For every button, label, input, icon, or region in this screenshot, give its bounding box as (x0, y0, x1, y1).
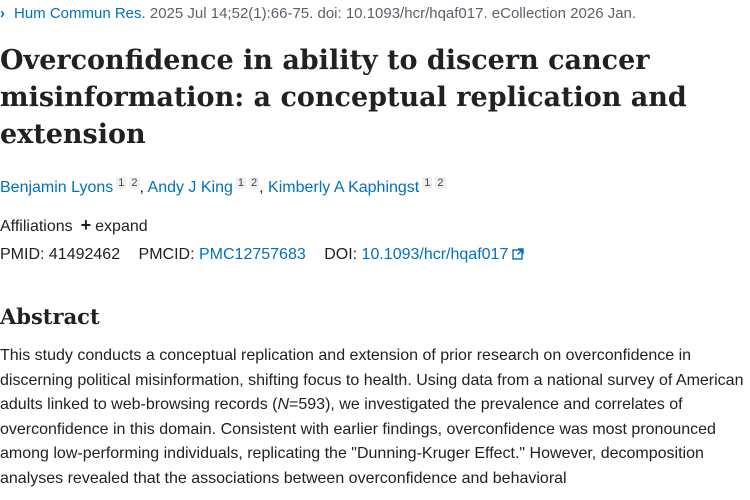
abstract-part-1: This study conducts a conceptual replica… (0, 347, 744, 414)
affiliations-row: Affiliations + expand (0, 216, 148, 238)
author-link-lyons[interactable]: Benjamin Lyons (0, 179, 114, 196)
affiliation-ref[interactable]: 2 (249, 177, 260, 189)
affiliations-label: Affiliations (0, 218, 73, 235)
pmid-label: PMID: (0, 246, 45, 263)
doi-link[interactable]: 10.1093/hcr/hqaf017 (362, 246, 525, 263)
citation-details: 2025 Jul 14;52(1):66-75. doi: 10.1093/hc… (145, 5, 637, 22)
author-separator: , (259, 179, 269, 196)
article-title: Overconfidence in ability to discern can… (0, 45, 687, 150)
abstract-n-symbol: N (277, 396, 290, 414)
external-link-icon (512, 248, 525, 260)
plus-icon: + (80, 215, 92, 235)
abstract-part-2: =593), we investigated the prevalence an… (0, 396, 716, 487)
journal-link[interactable]: Hum Commun Res. (14, 5, 146, 22)
pmid-value: 41492462 (48, 246, 121, 263)
expand-label: expand (95, 218, 148, 235)
doi-label: DOI: (324, 246, 358, 263)
chevron-right-icon[interactable]: › (0, 5, 5, 22)
affiliations-expand-button[interactable]: + expand (80, 215, 148, 235)
author-link-kaphingst[interactable]: Kimberly A Kaphingst (268, 179, 420, 196)
identifier-row: PMID: 41492462 PMCID: PMC12757683 DOI: 1… (0, 244, 525, 266)
pmcid-link[interactable]: PMC12757683 (199, 246, 306, 263)
author-separator: , (139, 179, 148, 196)
affiliation-ref[interactable]: 1 (422, 177, 433, 189)
affiliation-ref[interactable]: 2 (435, 177, 446, 189)
affiliation-ref[interactable]: 1 (116, 177, 127, 189)
pmcid-label: PMCID: (138, 246, 195, 263)
affiliation-ref[interactable]: 2 (129, 177, 140, 189)
doi-value: 10.1093/hcr/hqaf017 (361, 246, 509, 263)
citation-line: › Hum Commun Res. 2025 Jul 14;52(1):66-75… (0, 3, 636, 25)
author-link-king[interactable]: Andy J King (147, 179, 233, 196)
affiliation-ref[interactable]: 1 (235, 177, 247, 189)
abstract-text: This study conducts a conceptual replica… (0, 344, 750, 492)
author-list: Benjamin Lyons 1 2, Andy J King 1 2, Kimberl… (0, 177, 446, 199)
abstract-heading: Abstract (0, 304, 100, 329)
